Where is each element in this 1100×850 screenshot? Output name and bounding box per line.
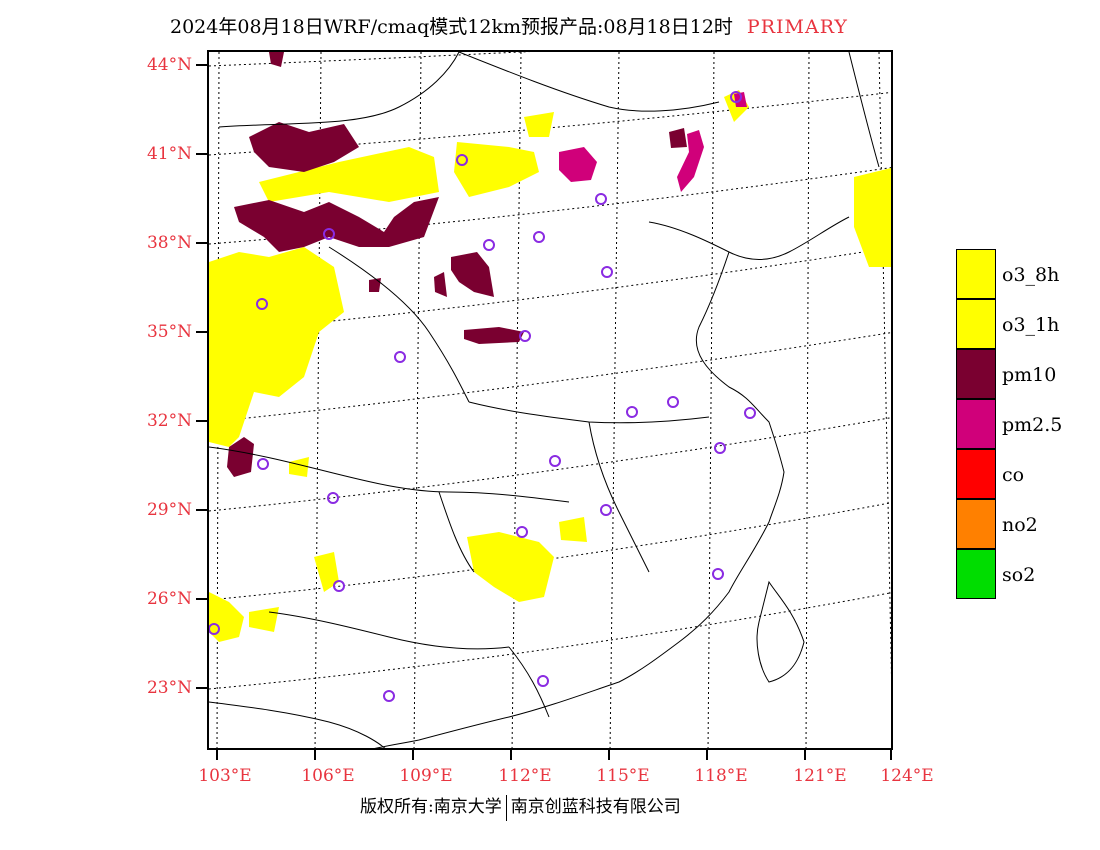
lat-tick xyxy=(196,242,207,244)
lon-tick xyxy=(412,750,414,760)
lat-label-38: 38°N xyxy=(146,233,192,253)
footer-separator xyxy=(505,794,507,821)
lat-label-32: 32°N xyxy=(146,411,192,431)
lat-tick xyxy=(196,420,207,422)
lon-label-109: 109°E xyxy=(399,766,453,786)
lon-label-118: 118°E xyxy=(694,766,748,786)
lat-tick xyxy=(196,153,207,155)
lon-tick xyxy=(608,750,610,760)
boundaries xyxy=(209,52,880,748)
lat-tick xyxy=(196,64,207,66)
map-title: 2024年08月18日WRF/cmaq模式12km预报产品:08月18日12时 P… xyxy=(170,12,848,39)
legend-label: co xyxy=(1002,464,1025,486)
lon-tick xyxy=(216,750,218,760)
pm25-areas xyxy=(559,92,747,192)
copyright-text: 版权所有:南京大学 xyxy=(360,797,502,817)
legend-swatch xyxy=(956,399,996,449)
lat-label-26: 26°N xyxy=(146,589,192,609)
lon-tick xyxy=(804,750,806,760)
legend-swatch xyxy=(956,249,996,299)
lat-tick xyxy=(196,687,207,689)
lon-label-106: 106°E xyxy=(301,766,355,786)
lat-tick xyxy=(196,509,207,511)
legend-swatch xyxy=(956,499,996,549)
lon-label-124: 124°E xyxy=(880,766,934,786)
legend-swatch xyxy=(956,449,996,499)
lon-label-103: 103°E xyxy=(198,766,252,786)
lon-tick xyxy=(314,750,316,760)
legend-label: no2 xyxy=(1002,514,1038,536)
lon-label-112: 112°E xyxy=(498,766,552,786)
legend-label: pm10 xyxy=(1002,364,1057,386)
station-markers xyxy=(209,91,756,702)
legend-label: so2 xyxy=(1002,564,1036,586)
legend-swatch xyxy=(956,549,996,599)
legend-swatch xyxy=(956,349,996,399)
lat-label-41: 41°N xyxy=(146,144,192,164)
company-text: 南京创蓝科技有限公司 xyxy=(510,797,681,817)
lon-tick xyxy=(890,750,892,760)
legend-label: pm2.5 xyxy=(1002,414,1063,436)
lon-tick xyxy=(510,750,512,760)
pm10-areas xyxy=(227,52,687,477)
map-canvas xyxy=(209,52,891,748)
lat-label-23: 23°N xyxy=(146,678,192,698)
lat-tick xyxy=(196,598,207,600)
lon-label-121: 121°E xyxy=(793,766,847,786)
primary-tag: PRIMARY xyxy=(746,16,848,38)
lat-label-35: 35°N xyxy=(146,322,192,342)
legend-swatch xyxy=(956,299,996,349)
title-text: 2024年08月18日WRF/cmaq模式12km预报产品:08月18日12时 xyxy=(170,16,733,38)
copyright-footer: 版权所有:南京大学 南京创蓝科技有限公司 xyxy=(360,792,681,821)
legend-label: o3_1h xyxy=(1002,314,1060,336)
forecast-map xyxy=(207,50,893,750)
lon-label-115: 115°E xyxy=(596,766,650,786)
lat-tick xyxy=(196,331,207,333)
o3-areas xyxy=(209,90,891,642)
lat-label-29: 29°N xyxy=(146,500,192,520)
legend-label: o3_8h xyxy=(1002,264,1060,286)
lon-tick xyxy=(706,750,708,760)
lat-label-44: 44°N xyxy=(146,55,192,75)
